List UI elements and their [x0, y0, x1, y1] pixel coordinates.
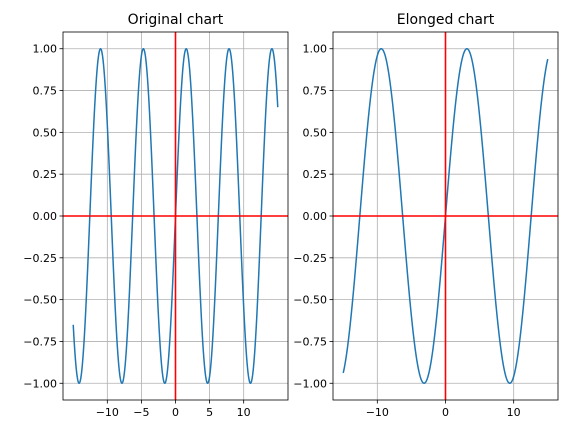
original-y-tick-label-8: 1.00 — [33, 43, 58, 56]
elonged-x-tick-label-0: −10 — [366, 406, 389, 419]
original-x-tick-label-4: 10 — [237, 406, 251, 419]
elonged-x-tick-label-1: 0 — [442, 406, 449, 419]
original-y-tick-label-6: 0.50 — [33, 126, 58, 139]
original-y-tick-label-1: −0.75 — [23, 335, 57, 348]
subplot-elonged: Elonged chart −10 0 10 −1.00 −0.75 −0.50 −0.25… — [293, 12, 559, 419]
original-y-tick-label-0: −1.00 — [23, 377, 57, 390]
elonged-y-tick-label-4: 0.00 — [303, 210, 328, 223]
elonged-y-tick-label-2: −0.50 — [293, 294, 327, 307]
elonged-y-tick-label-5: 0.25 — [303, 168, 328, 181]
elonged-y-tick-label-6: 0.50 — [303, 126, 328, 139]
original-y-tick-label-3: −0.25 — [23, 252, 57, 265]
original-x-tick-label-0: −10 — [96, 406, 119, 419]
original-y-tick-label-5: 0.25 — [33, 168, 58, 181]
elonged-y-tick-label-8: 1.00 — [303, 43, 328, 56]
elonged-y-tick-label-7: 0.75 — [303, 85, 328, 98]
elonged-y-tick-label-1: −0.75 — [293, 335, 327, 348]
elonged-x-tick-label-2: 10 — [507, 406, 521, 419]
chart-title-original: Original chart — [128, 12, 224, 28]
original-y-tick-label-2: −0.50 — [23, 294, 57, 307]
chart-title-elonged: Elonged chart — [397, 12, 495, 28]
original-y-tick-label-7: 0.75 — [33, 85, 58, 98]
subplot-original: Original chart −10 −5 0 5 10 −1.00 −0.75 −0.50 −… — [23, 12, 289, 419]
original-x-tick-label-1: −5 — [133, 406, 149, 419]
original-x-tick-label-2: 0 — [172, 406, 179, 419]
elonged-y-tick-label-3: −0.25 — [293, 252, 327, 265]
original-x-tick-label-3: 5 — [206, 406, 213, 419]
original-y-tick-label-4: 0.00 — [33, 210, 58, 223]
elonged-y-tick-label-0: −1.00 — [293, 377, 327, 390]
